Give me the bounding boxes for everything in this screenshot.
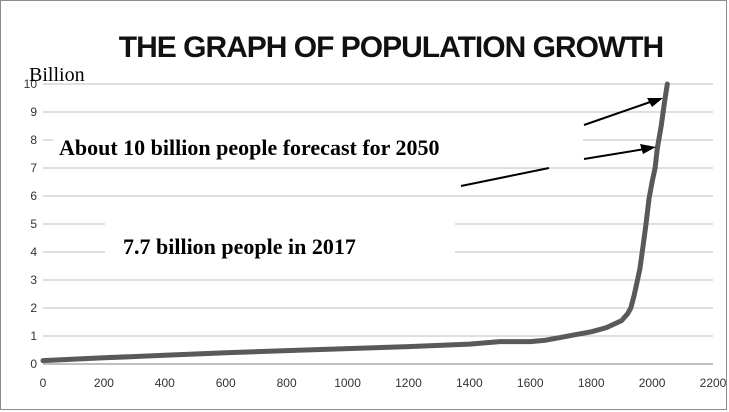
x-tick-label: 2200 (700, 376, 727, 390)
series-line (40, 81, 670, 364)
x-tick-label: 1600 (517, 376, 544, 390)
x-tick-label: 1800 (578, 376, 605, 390)
y-tick-labels: 0 1 2 3 4 5 6 7 8 9 10 (24, 77, 38, 371)
arrowhead-2017 (640, 144, 656, 154)
x-tick-labels: 0 200 400 600 800 1000 1200 1400 1600 1800 2000 220… (40, 376, 727, 390)
y-tick-label: 1 (30, 329, 37, 343)
y-tick-label: 8 (30, 133, 37, 147)
y-tick-label: 0 (30, 357, 37, 371)
y-tick-label: 5 (30, 217, 37, 231)
y-axis-unit-label: Billion (29, 64, 85, 86)
annotation-bg-2017 (105, 216, 455, 271)
x-tick-label: 1000 (334, 376, 361, 390)
chart-title: THE GRAPH OF POPULATION GROWTH (119, 31, 663, 64)
y-tick-label: 9 (30, 105, 37, 119)
y-tick-label: 4 (30, 245, 37, 259)
x-tick-label: 2000 (639, 376, 666, 390)
x-tick-label: 0 (40, 376, 47, 390)
x-tick-label: 600 (216, 376, 236, 390)
arrow-2017-part-a (460, 167, 550, 187)
arrowhead-forecast-2050 (647, 98, 663, 107)
annotation-2017: 7.7 billion people in 2017 (123, 234, 356, 259)
y-tick-label: 2 (30, 301, 37, 315)
annotation-arrows (460, 98, 663, 187)
annotation-bg-forecast (53, 121, 583, 163)
y-tick-label: 3 (30, 273, 37, 287)
y-tick-label: 7 (30, 161, 37, 175)
series-layer (40, 81, 670, 364)
arrow-2017-part-b (583, 148, 646, 160)
arrow-forecast-2050 (583, 100, 654, 126)
y-tick-label: 10 (24, 77, 38, 91)
x-tick-label: 1200 (395, 376, 422, 390)
x-tick-label: 1400 (456, 376, 483, 390)
y-tick-label: 6 (30, 189, 37, 203)
x-tick-label: 200 (94, 376, 114, 390)
annotation-forecast-2050: About 10 billion people forecast for 205… (59, 135, 440, 160)
x-tick-label: 400 (155, 376, 175, 390)
x-tick-label: 800 (277, 376, 297, 390)
